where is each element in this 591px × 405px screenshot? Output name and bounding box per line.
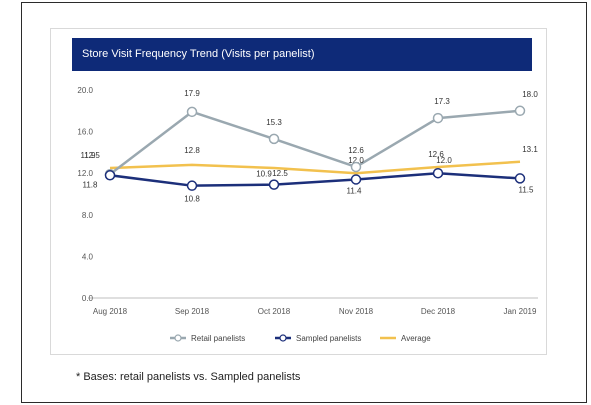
x-tick-label: Aug 2018 [93, 307, 128, 316]
data-point [268, 179, 280, 190]
x-tick-label: Oct 2018 [258, 307, 291, 316]
outer-frame [21, 2, 587, 403]
data-point [350, 161, 362, 173]
data-label: 12.5 [84, 151, 100, 160]
data-label: 17.9 [184, 89, 200, 98]
data-label: 11.8 [83, 180, 99, 189]
series-line-2 [109, 160, 521, 175]
data-point [104, 170, 116, 181]
data-point [514, 105, 526, 117]
data-label: 10.8 [184, 195, 200, 204]
data-label: 12.5 [272, 169, 288, 178]
legend-label: Average [401, 334, 431, 343]
data-label: 11.5 [519, 185, 535, 194]
data-label: 11.4 [347, 186, 363, 195]
data-point [432, 167, 444, 179]
data-label: 12.0 [436, 156, 452, 165]
data-label: 10.9 [256, 170, 272, 179]
y-tick-label: 4.0 [82, 252, 94, 261]
data-point [350, 174, 362, 185]
data-point [186, 106, 198, 118]
data-label: 12.6 [428, 150, 444, 159]
y-tick-label: 20.0 [77, 86, 93, 95]
data-label: 17.3 [434, 97, 450, 106]
data-label: 18.0 [522, 90, 538, 99]
x-tick-label: Dec 2018 [421, 307, 456, 316]
data-label: 11.9 [81, 151, 97, 160]
data-label: 12.8 [184, 146, 200, 155]
series-line-1 [109, 171, 521, 187]
chart-card [50, 28, 547, 355]
x-tick-label: Sep 2018 [175, 307, 210, 316]
series-line-0 [109, 109, 521, 176]
data-label: 12.6 [348, 146, 364, 155]
y-tick-label: 16.0 [77, 128, 93, 137]
legend-label: Sampled panelists [296, 334, 361, 343]
x-tick-label: Jan 2019 [504, 307, 537, 316]
y-tick-label: 8.0 [82, 211, 94, 220]
y-tick-label: 12.0 [77, 169, 93, 178]
data-point [432, 112, 444, 124]
footnote: * Bases: retail panelists vs. Sampled pa… [76, 371, 301, 383]
legend-label: Retail panelists [191, 334, 245, 343]
y-tick-label: 0.0 [82, 294, 94, 303]
data-point [186, 180, 198, 191]
data-label: 15.3 [266, 118, 282, 127]
data-label: 13.1 [522, 145, 538, 154]
legend-marker [279, 334, 287, 342]
legend-marker [174, 334, 182, 342]
chart-title: Store Visit Frequency Trend (Visits per … [72, 38, 532, 71]
data-point [514, 173, 526, 184]
data-point [268, 133, 280, 145]
data-label: 12.0 [348, 156, 364, 165]
x-tick-label: Nov 2018 [339, 307, 374, 316]
